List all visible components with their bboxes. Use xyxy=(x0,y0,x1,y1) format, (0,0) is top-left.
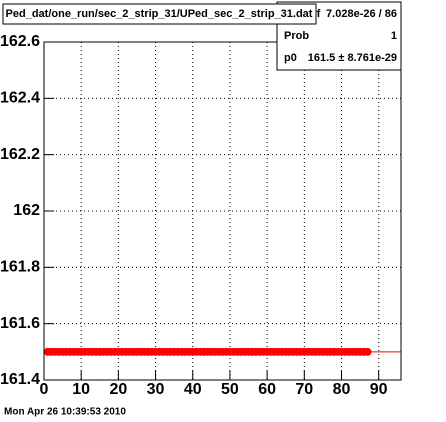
x-tick-label: 0 xyxy=(40,381,49,398)
marks xyxy=(43,347,401,356)
x-tick-label: 40 xyxy=(184,381,202,398)
x-tick-label: 60 xyxy=(258,381,276,398)
stats-value: 1 xyxy=(391,30,397,42)
chart-title: Ped_dat/one_run/sec_2_strip_31/UPed_sec_… xyxy=(6,8,313,20)
footer: Mon Apr 26 10:39:53 2010 xyxy=(4,407,126,418)
grid xyxy=(43,41,401,381)
stats-value: 161.5 ± 8.761e-29 xyxy=(308,52,397,64)
y-tick-label: 161.4 xyxy=(0,371,40,388)
x-tick-label: 20 xyxy=(109,381,127,398)
x-tick-label: 10 xyxy=(72,381,90,398)
x-tick-label: 50 xyxy=(221,381,239,398)
stats-label: Prob xyxy=(284,30,309,42)
stats-label: p0 xyxy=(284,52,297,64)
y-tick-label: 162 xyxy=(13,202,40,219)
x-tick-label: 70 xyxy=(295,381,313,398)
plot-area xyxy=(44,42,401,380)
title-box xyxy=(2,3,317,25)
x-tick-label: 90 xyxy=(370,381,388,398)
y-tick-label: 161.8 xyxy=(0,259,40,276)
x-tick-label: 30 xyxy=(147,381,165,398)
axes: 0 10 20 30 40 50 60 70 80 90 161.4 161.6 161.8 162 162… xyxy=(0,33,388,398)
y-tick-label: 162.6 xyxy=(0,33,40,50)
x-tick-label: 80 xyxy=(333,381,351,398)
y-tick-label: 162.4 xyxy=(0,90,40,107)
point xyxy=(363,347,372,356)
y-tick-label: 161.6 xyxy=(0,315,40,332)
stats-value: 7.028e-26 / 86 xyxy=(326,8,397,20)
y-tick-label: 162.2 xyxy=(0,146,40,163)
